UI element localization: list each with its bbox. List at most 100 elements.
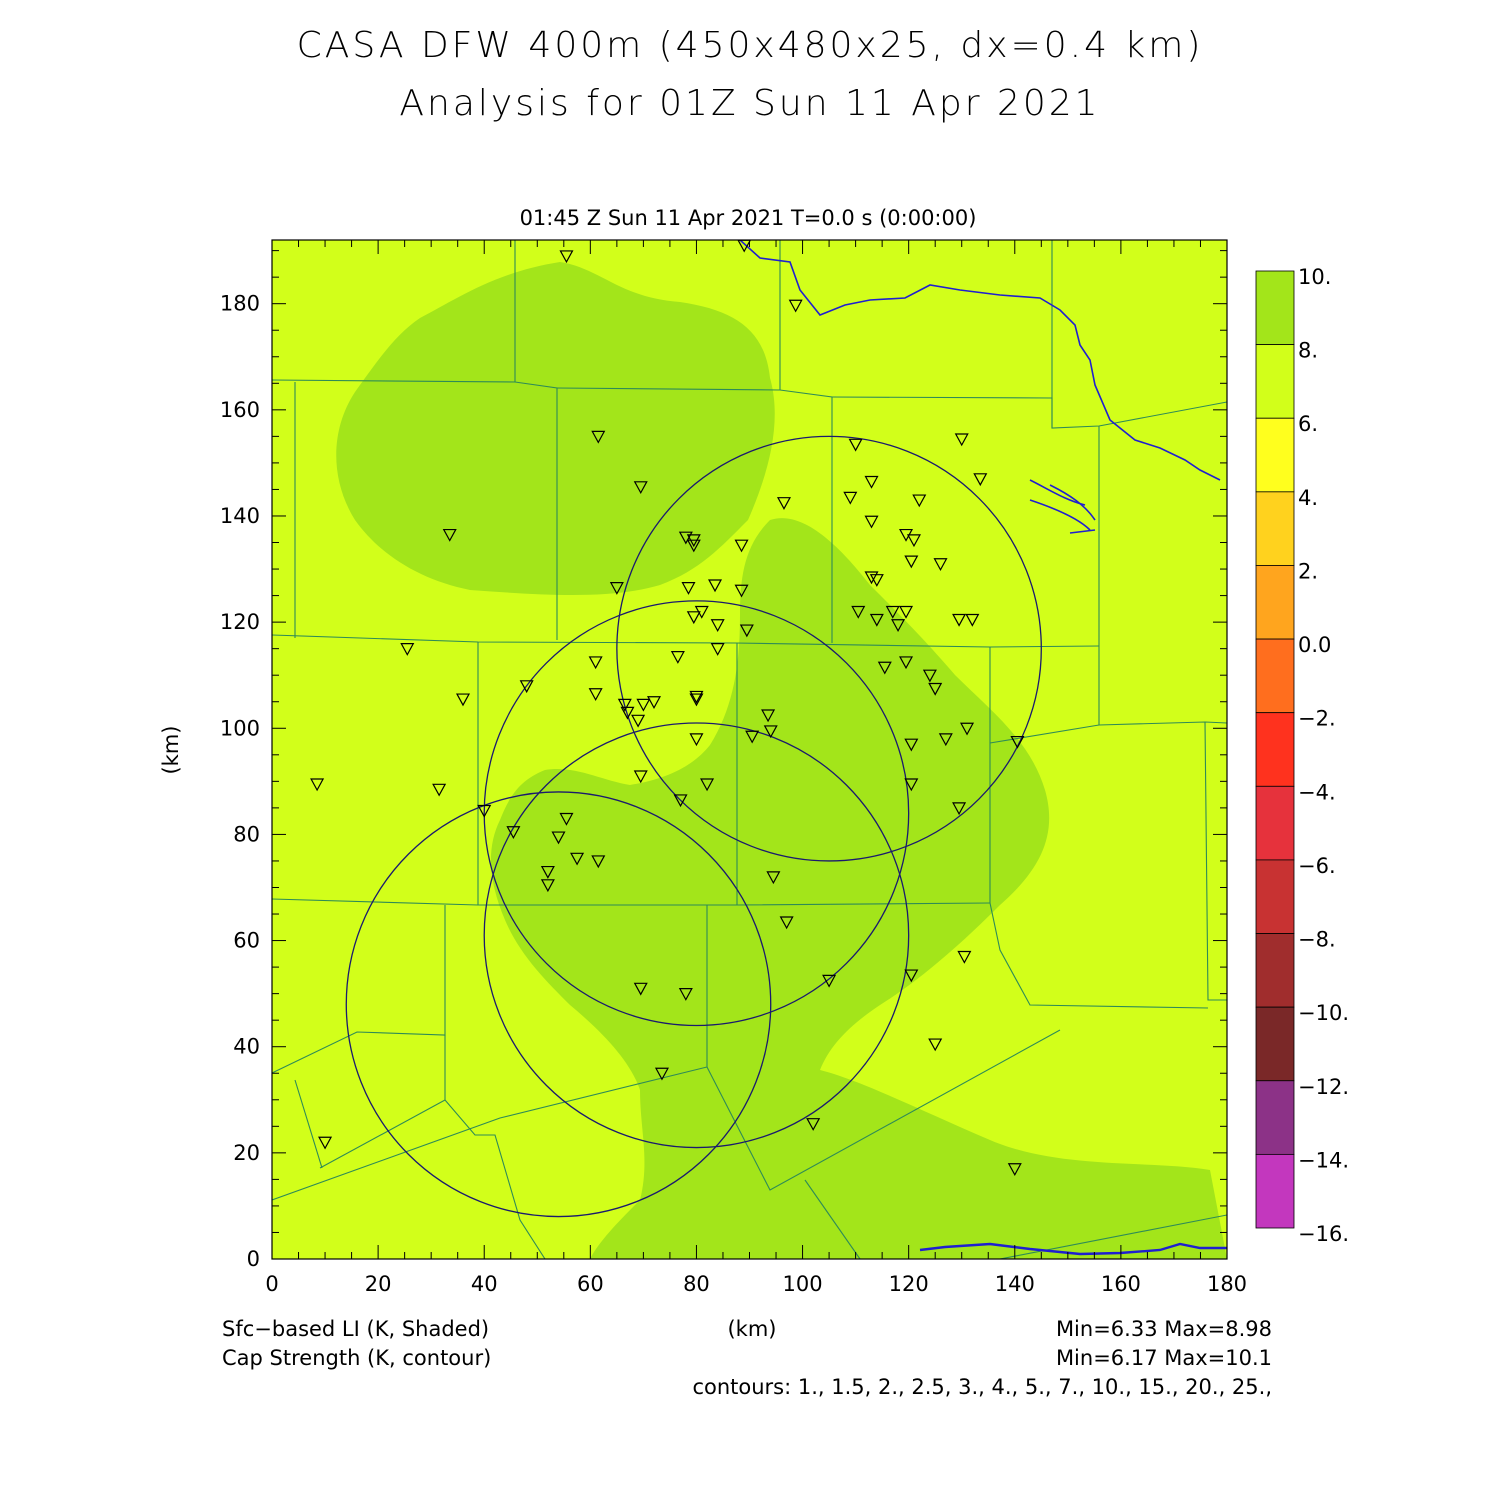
shaded-field-stats: Min=6.33 Max=8.98 <box>1056 1317 1272 1341</box>
station-marker <box>540 879 555 893</box>
y-tick-label: 80 <box>233 822 260 846</box>
station-marker <box>686 611 701 625</box>
y-tick-label: 60 <box>233 929 260 953</box>
station-marker <box>806 1118 821 1131</box>
colorbar-swatch <box>1255 933 1295 1008</box>
station-marker <box>766 871 781 885</box>
colorbar-label: 6. <box>1298 412 1318 436</box>
colorbar-label: −2. <box>1298 707 1336 731</box>
station-marker <box>904 778 919 792</box>
station-marker <box>745 730 760 744</box>
colorbar-label: −14. <box>1298 1148 1349 1172</box>
station-marker <box>1007 1163 1022 1177</box>
colorbar-swatch <box>1255 344 1295 419</box>
station-marker <box>912 494 927 508</box>
station-marker <box>588 656 603 670</box>
station-marker <box>952 802 967 816</box>
station-marker <box>779 916 794 930</box>
x-tick-label: 80 <box>683 1272 710 1296</box>
radar-ring-2 <box>483 600 910 1027</box>
station-marker <box>869 613 884 627</box>
colorbar-label: 4. <box>1298 486 1318 510</box>
colorbar-swatch <box>1255 638 1295 714</box>
station-marker <box>708 579 723 593</box>
y-tick-label: 40 <box>233 1035 260 1059</box>
radar-ring-1 <box>616 435 1042 862</box>
station-marker <box>891 619 906 633</box>
station-marker <box>617 698 632 712</box>
y-axis-label: (km) <box>159 725 183 774</box>
station-marker <box>851 605 866 619</box>
colorbar-label: −16. <box>1298 1222 1349 1246</box>
colorbar-swatch <box>1255 785 1295 861</box>
y-tick-label: 180 <box>220 292 260 316</box>
station-marker <box>904 738 919 752</box>
station-marker <box>973 473 988 487</box>
chart-title: CASA DFW 400m (450x480x25, dx=0.4 km) <box>296 25 1204 66</box>
y-tick-label: 140 <box>220 504 260 528</box>
station-marker <box>559 250 574 264</box>
station-marker <box>673 794 688 808</box>
station-marker <box>822 974 837 988</box>
station-marker <box>864 515 879 529</box>
station-marker <box>710 619 725 633</box>
colorbar-label: −12. <box>1298 1075 1349 1099</box>
valid-time-label: 01:45 Z Sun 11 Apr 2021 T=0.0 s (0:00:00… <box>520 206 977 230</box>
station-marker <box>670 651 685 664</box>
contour-field-label: Cap Strength (K, contour) <box>222 1346 491 1370</box>
colorbar-label: −4. <box>1298 780 1336 804</box>
station-marker <box>734 539 749 553</box>
y-tick-label: 120 <box>220 610 260 634</box>
station-marker <box>570 852 585 866</box>
station-marker <box>877 661 892 675</box>
colorbar-swatch <box>1255 565 1295 640</box>
colorbar-label: 2. <box>1298 559 1318 583</box>
station-marker <box>885 605 900 619</box>
station-marker <box>763 725 778 739</box>
station-marker <box>310 778 325 792</box>
station-marker <box>761 709 776 723</box>
station-marker <box>864 571 879 585</box>
colorbar-label: 8. <box>1298 339 1318 363</box>
colorbar-swatch <box>1255 1153 1295 1229</box>
colorbar-label: 0.0 <box>1298 633 1331 657</box>
station-marker <box>609 582 624 595</box>
station-marker <box>928 1038 943 1052</box>
station-marker <box>681 582 696 595</box>
axis-ticks <box>271 240 1228 1260</box>
station-marker <box>689 733 704 747</box>
station-marker <box>734 584 749 598</box>
station-marker <box>591 430 606 444</box>
station-marker <box>432 783 447 797</box>
station-marker <box>899 605 914 619</box>
station-marker <box>938 733 953 747</box>
x-tick-label: 40 <box>471 1272 498 1296</box>
station-marker <box>686 534 701 548</box>
y-tick-label: 160 <box>220 398 260 422</box>
station-marker <box>739 624 754 638</box>
station-marker <box>952 613 967 627</box>
station-marker <box>506 826 521 840</box>
colorbar-swatch <box>1255 417 1295 493</box>
colorbar: 10. 8. 6. 4. 2. 0.0 −2. −4. −6. −8. −10. −12. −14. −1… <box>1255 265 1349 1246</box>
station-marker <box>633 481 648 495</box>
station-marker <box>654 1067 669 1081</box>
station-marker <box>906 534 921 548</box>
station-marker <box>636 698 651 712</box>
station-marker <box>633 982 648 996</box>
water-features <box>739 240 1227 1256</box>
colorbar-swatch <box>1255 1006 1295 1082</box>
x-tick-labels: 0 20 40 60 80 100 120 140 160 180 <box>265 1272 1247 1296</box>
colorbar-label: −6. <box>1298 854 1336 878</box>
colorbar-swatch <box>1255 1080 1295 1155</box>
station-marker <box>869 574 884 587</box>
chart-subtitle: Analysis for 01Z Sun 11 Apr 2021 <box>399 83 1101 124</box>
y-tick-label: 20 <box>233 1141 260 1165</box>
station-marker <box>843 491 858 505</box>
colorbar-label: −10. <box>1298 1001 1349 1025</box>
station-marker <box>519 680 534 694</box>
station-marker <box>710 643 725 656</box>
station-marker <box>588 688 603 702</box>
contour-levels: contours: 1., 1.5, 2., 2.5, 3., 4., 5., … <box>692 1375 1272 1399</box>
x-tick-label: 120 <box>889 1272 929 1296</box>
